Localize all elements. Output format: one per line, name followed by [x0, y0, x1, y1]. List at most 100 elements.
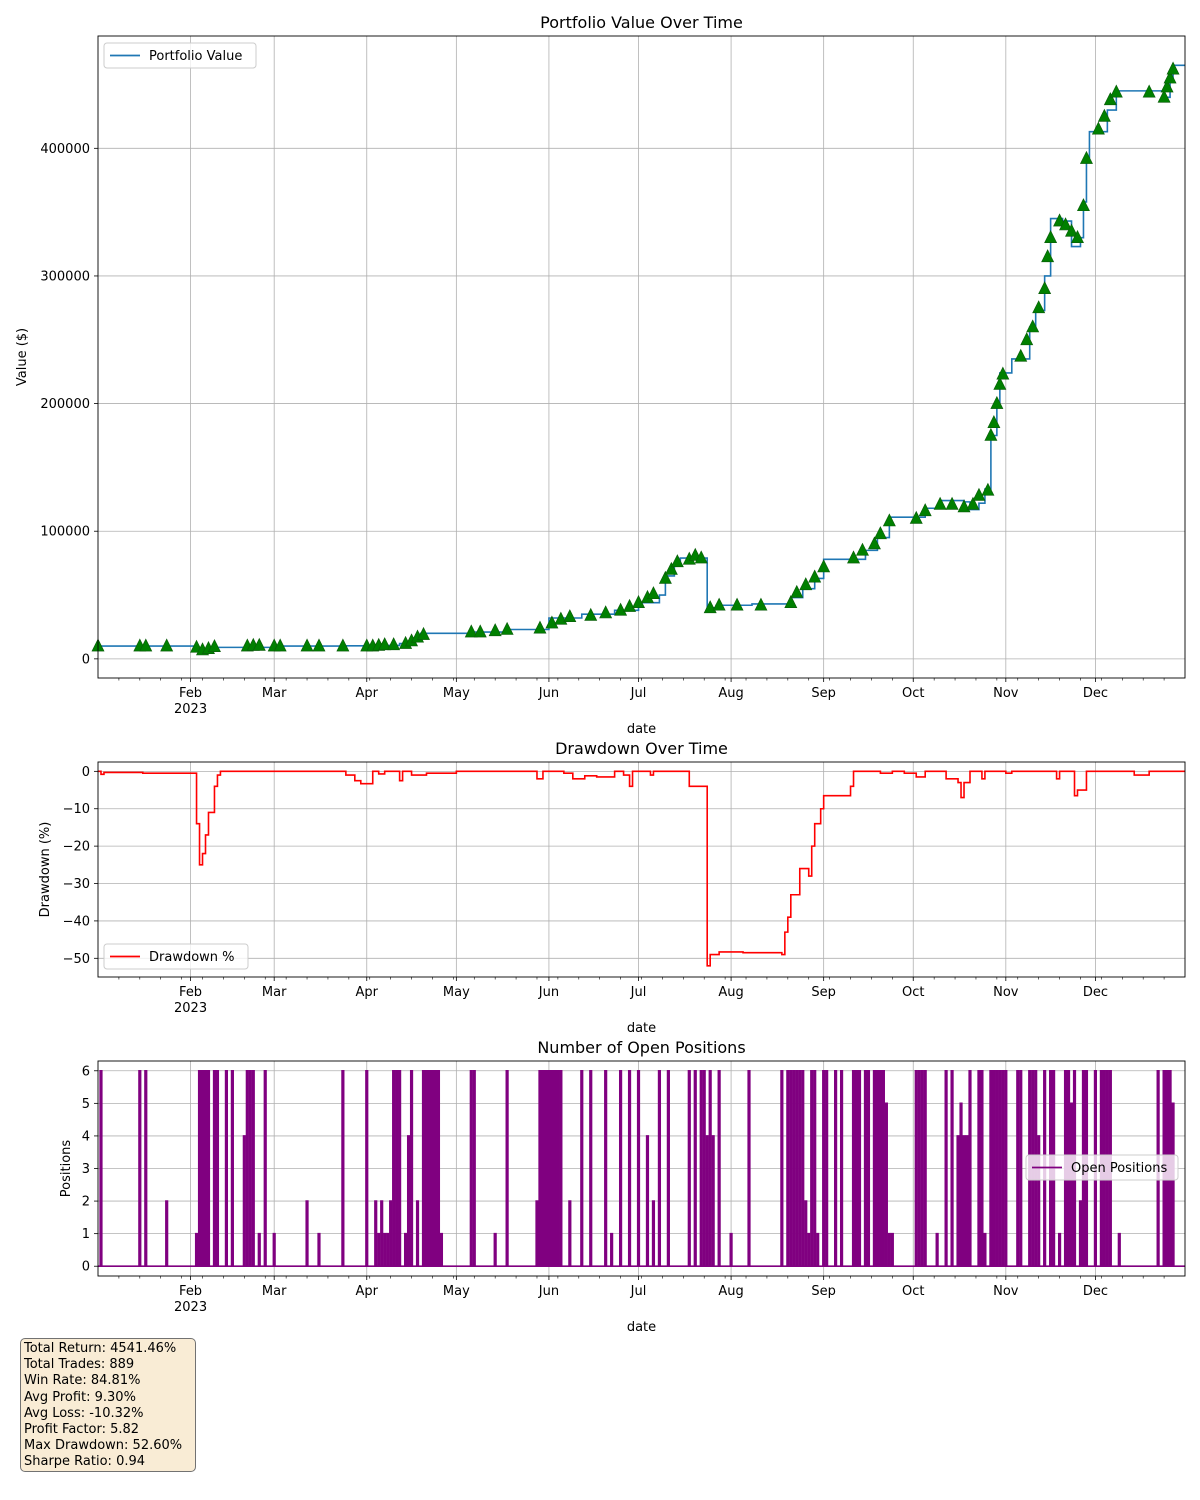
position-spike	[556, 1069, 560, 1267]
trade-marker	[658, 570, 672, 584]
trade-marker	[646, 586, 660, 600]
trade-marker	[670, 554, 684, 568]
position-spike	[1078, 1200, 1083, 1267]
position-spike	[469, 1069, 473, 1267]
position-spike	[263, 1069, 267, 1267]
trade-marker	[563, 609, 577, 623]
position-spike	[866, 1069, 871, 1267]
x-tick-label: Jun	[538, 1284, 559, 1299]
plot-area	[98, 1069, 1185, 1268]
position-spike	[610, 1232, 614, 1267]
chart-2: Feb Mar Apr May Jun Jul Aug Sep Oct Nov Dec 2023 0 −1…	[38, 739, 1186, 1036]
x-tick-label: Apr	[356, 686, 379, 701]
y-tick-label: −20	[63, 840, 90, 855]
y-tick-label: −10	[63, 802, 90, 817]
trade-marker	[1032, 300, 1046, 314]
stat-total-return: Total Return: 4541.46%	[24, 1341, 177, 1356]
trade-marker	[1053, 213, 1067, 227]
position-spike	[341, 1069, 345, 1267]
legend-label: Portfolio Value	[149, 49, 242, 64]
position-spike	[711, 1135, 715, 1267]
position-spike	[541, 1069, 545, 1267]
trade-marker	[533, 620, 547, 634]
trade-marker	[784, 595, 798, 608]
y-tick-label: −40	[63, 914, 90, 929]
trade-marker	[867, 536, 881, 550]
position-spike	[197, 1069, 202, 1267]
trade-marker	[996, 366, 1010, 380]
y-tick-label: 300000	[40, 269, 90, 284]
x-tick-label: Nov	[993, 686, 1019, 701]
stats-box: Total Return: 4541.46% Total Trades: 889…	[24, 1341, 182, 1471]
position-spike	[203, 1069, 208, 1267]
stat-avg-loss: Avg Loss: -10.32%	[24, 1405, 144, 1421]
position-spike	[863, 1069, 868, 1267]
x-tick-label: Mar	[262, 686, 287, 701]
trade-marker	[387, 637, 401, 651]
position-spike	[995, 1069, 999, 1267]
plot-area	[98, 770, 1185, 967]
trade-marker	[1038, 281, 1052, 295]
x-tick-label: Jul	[630, 686, 647, 701]
y-tick-label: 2	[82, 1195, 90, 1210]
position-spike	[144, 1069, 148, 1267]
trade-marker	[1076, 198, 1090, 212]
x-tick-label: May	[443, 985, 470, 1000]
position-spike	[224, 1069, 229, 1267]
position-spike	[702, 1069, 706, 1267]
position-spike	[544, 1069, 548, 1267]
trade-marker	[1014, 348, 1028, 362]
position-spike	[645, 1135, 650, 1267]
position-spike	[822, 1069, 826, 1267]
position-spike	[374, 1200, 378, 1267]
chart-title: Number of Open Positions	[537, 1038, 745, 1057]
trade-marker	[312, 638, 326, 652]
x-tick-label: Dec	[1083, 1284, 1108, 1299]
position-spike	[956, 1135, 960, 1267]
trade-marker	[139, 638, 153, 652]
position-spike	[472, 1069, 476, 1267]
stat-total-trades: Total Trades: 889	[24, 1357, 135, 1373]
position-spike	[380, 1200, 384, 1267]
series-line	[98, 770, 1185, 967]
position-spike	[200, 1069, 205, 1267]
trade-marker	[799, 577, 813, 591]
x-tick-label: Jul	[630, 985, 647, 1000]
position-spike	[825, 1069, 829, 1267]
trade-marker	[1097, 108, 1111, 122]
position-spike	[807, 1232, 811, 1267]
trade-marker	[1142, 84, 1156, 98]
x-tick-label: Aug	[718, 1284, 743, 1299]
x-tick-label: Oct	[902, 985, 924, 1000]
position-spike	[1117, 1232, 1121, 1267]
position-spike	[887, 1232, 891, 1267]
x-tick-label: Sep	[811, 1284, 836, 1299]
position-spike	[989, 1069, 993, 1267]
trade-marker	[584, 607, 598, 621]
trade-marker	[378, 637, 392, 651]
position-spike	[305, 1200, 309, 1267]
position-spike	[998, 1069, 1002, 1267]
trade-marker	[1109, 84, 1123, 98]
position-spike	[1037, 1135, 1041, 1267]
x-tick-label: Nov	[993, 1284, 1019, 1299]
position-spike	[983, 1232, 987, 1267]
position-spike	[257, 1232, 261, 1267]
position-spike	[1171, 1102, 1175, 1267]
trade-marker	[909, 510, 923, 524]
position-spike	[230, 1069, 234, 1267]
position-spike	[699, 1069, 703, 1267]
stat-avg-profit: Avg Profit: 9.30%	[24, 1389, 136, 1405]
position-spike	[962, 1135, 966, 1267]
y-tick-label: 0	[82, 652, 90, 667]
position-spike	[801, 1069, 805, 1267]
x-tick-label: Apr	[356, 985, 379, 1000]
trade-marker	[1166, 61, 1180, 75]
legend-box	[1025, 1154, 1179, 1181]
axes-frame	[97, 761, 1186, 978]
position-spike	[604, 1069, 608, 1267]
x-tick-label: Mar	[262, 1284, 287, 1299]
position-spike	[272, 1232, 276, 1267]
position-spike	[708, 1069, 712, 1267]
position-spike	[795, 1069, 799, 1267]
